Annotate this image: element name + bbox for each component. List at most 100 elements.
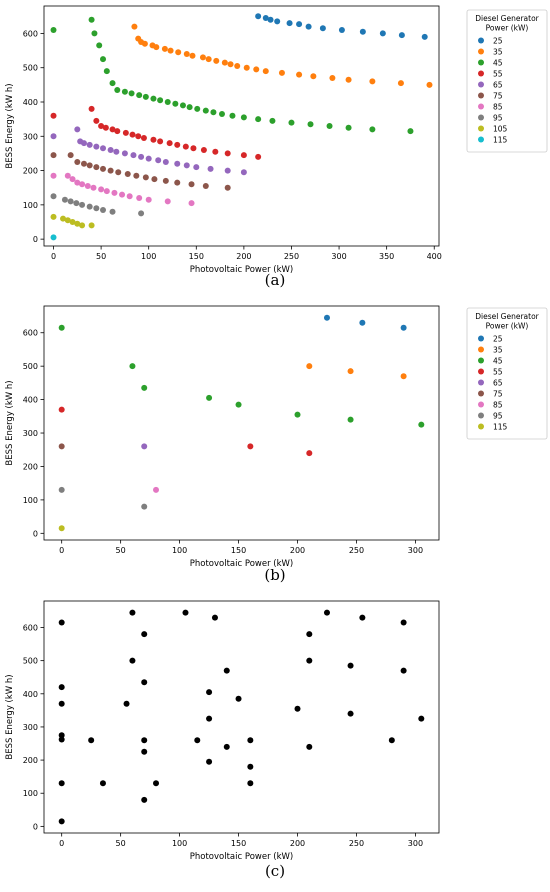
data-point [150, 95, 157, 102]
legend: Diesel Generator Power (kW) 25 35 45 55 65 75 85… [466, 9, 548, 153]
data-point [113, 148, 120, 155]
data-point [80, 140, 87, 147]
data-point [121, 150, 128, 157]
legend-marker [478, 59, 484, 66]
x-tick-label: 200 [236, 252, 251, 261]
data-point [145, 196, 152, 203]
data-point [188, 200, 195, 207]
data-point [50, 234, 57, 241]
data-point [172, 100, 179, 107]
legend-marker [478, 103, 484, 110]
data-point [153, 780, 160, 787]
data-point [88, 222, 95, 229]
legend-label: 55 [493, 70, 503, 79]
y-tick-label: 500 [23, 64, 38, 73]
data-point [122, 129, 129, 136]
y-axis-label: BESS Energy (kW h) [5, 674, 15, 759]
data-point [69, 176, 76, 183]
data-point [58, 700, 65, 707]
series-65 [141, 443, 148, 450]
data-point [129, 609, 136, 616]
legend-marker [478, 125, 484, 132]
y-tick-label: 600 [23, 329, 38, 338]
y-tick-label: 600 [23, 29, 38, 38]
legend-marker [478, 357, 484, 364]
data-point [400, 619, 407, 626]
data-point [183, 51, 190, 57]
data-point [88, 16, 95, 23]
data-point [247, 763, 254, 770]
data-point [359, 28, 366, 35]
x-tick-label: 250 [284, 252, 299, 261]
data-point [205, 56, 212, 63]
data-point [229, 112, 236, 119]
data-point [67, 198, 74, 205]
x-tick-label: 150 [231, 839, 246, 848]
y-tick-label: 300 [23, 429, 38, 438]
data-point [162, 159, 169, 165]
legend-marker [478, 48, 484, 55]
data-point [240, 169, 247, 176]
data-point [79, 181, 86, 188]
x-tick-label: 300 [408, 839, 423, 848]
data-point [88, 737, 95, 744]
chart-panel-2: 0 50 100 150 200 250 300 0 100 200 300 400 500 600 Pho… [5, 305, 548, 584]
data-point [157, 138, 164, 145]
data-point [50, 133, 57, 140]
data-point [255, 153, 262, 160]
x-tick-label: 350 [379, 252, 394, 261]
data-point [202, 107, 209, 114]
data-point [98, 186, 105, 193]
legend-marker [478, 368, 484, 375]
data-point [329, 75, 336, 81]
x-tick-label: 100 [141, 252, 156, 261]
data-point [182, 609, 189, 616]
x-tick-label: 250 [349, 546, 364, 555]
data-point [418, 715, 425, 722]
legend-label: 75 [493, 92, 503, 101]
legend-label: 105 [493, 125, 508, 134]
data-point [306, 363, 313, 370]
legend-label: 65 [493, 81, 503, 90]
data-point [398, 32, 405, 39]
series-points [58, 609, 425, 825]
data-point [247, 780, 254, 787]
legend-label: 35 [493, 346, 503, 355]
series-75 [50, 152, 231, 191]
data-point [98, 123, 105, 129]
data-point [100, 56, 107, 63]
y-tick-label: 100 [23, 496, 38, 505]
data-point [174, 141, 181, 148]
series-115 [50, 234, 57, 241]
data-point [114, 87, 121, 93]
data-point [141, 748, 148, 755]
data-point [310, 73, 317, 80]
legend-marker [478, 412, 484, 419]
y-tick-label: 0 [33, 822, 38, 831]
legend-marker [478, 390, 484, 397]
data-point [141, 40, 148, 47]
x-tick-label: 300 [331, 252, 346, 261]
data-point [207, 165, 214, 172]
panel-label: (c) [265, 862, 285, 880]
data-point [369, 78, 376, 85]
data-point [50, 152, 57, 159]
data-point [210, 109, 217, 116]
data-point [141, 796, 148, 803]
y-tick-label: 200 [23, 462, 38, 471]
data-point [129, 363, 136, 370]
data-point [211, 614, 218, 621]
data-point [50, 172, 57, 179]
legend-marker [478, 70, 484, 77]
data-point [359, 614, 366, 621]
data-point [243, 64, 250, 71]
axes-frame [43, 600, 440, 834]
data-point [90, 184, 97, 191]
data-point [212, 148, 219, 155]
y-axis-label: BESS Energy (kW h) [5, 380, 15, 465]
data-point [221, 59, 228, 66]
data-point [407, 128, 414, 135]
data-point [305, 23, 312, 30]
series-115 [58, 525, 65, 532]
data-point [286, 20, 293, 27]
